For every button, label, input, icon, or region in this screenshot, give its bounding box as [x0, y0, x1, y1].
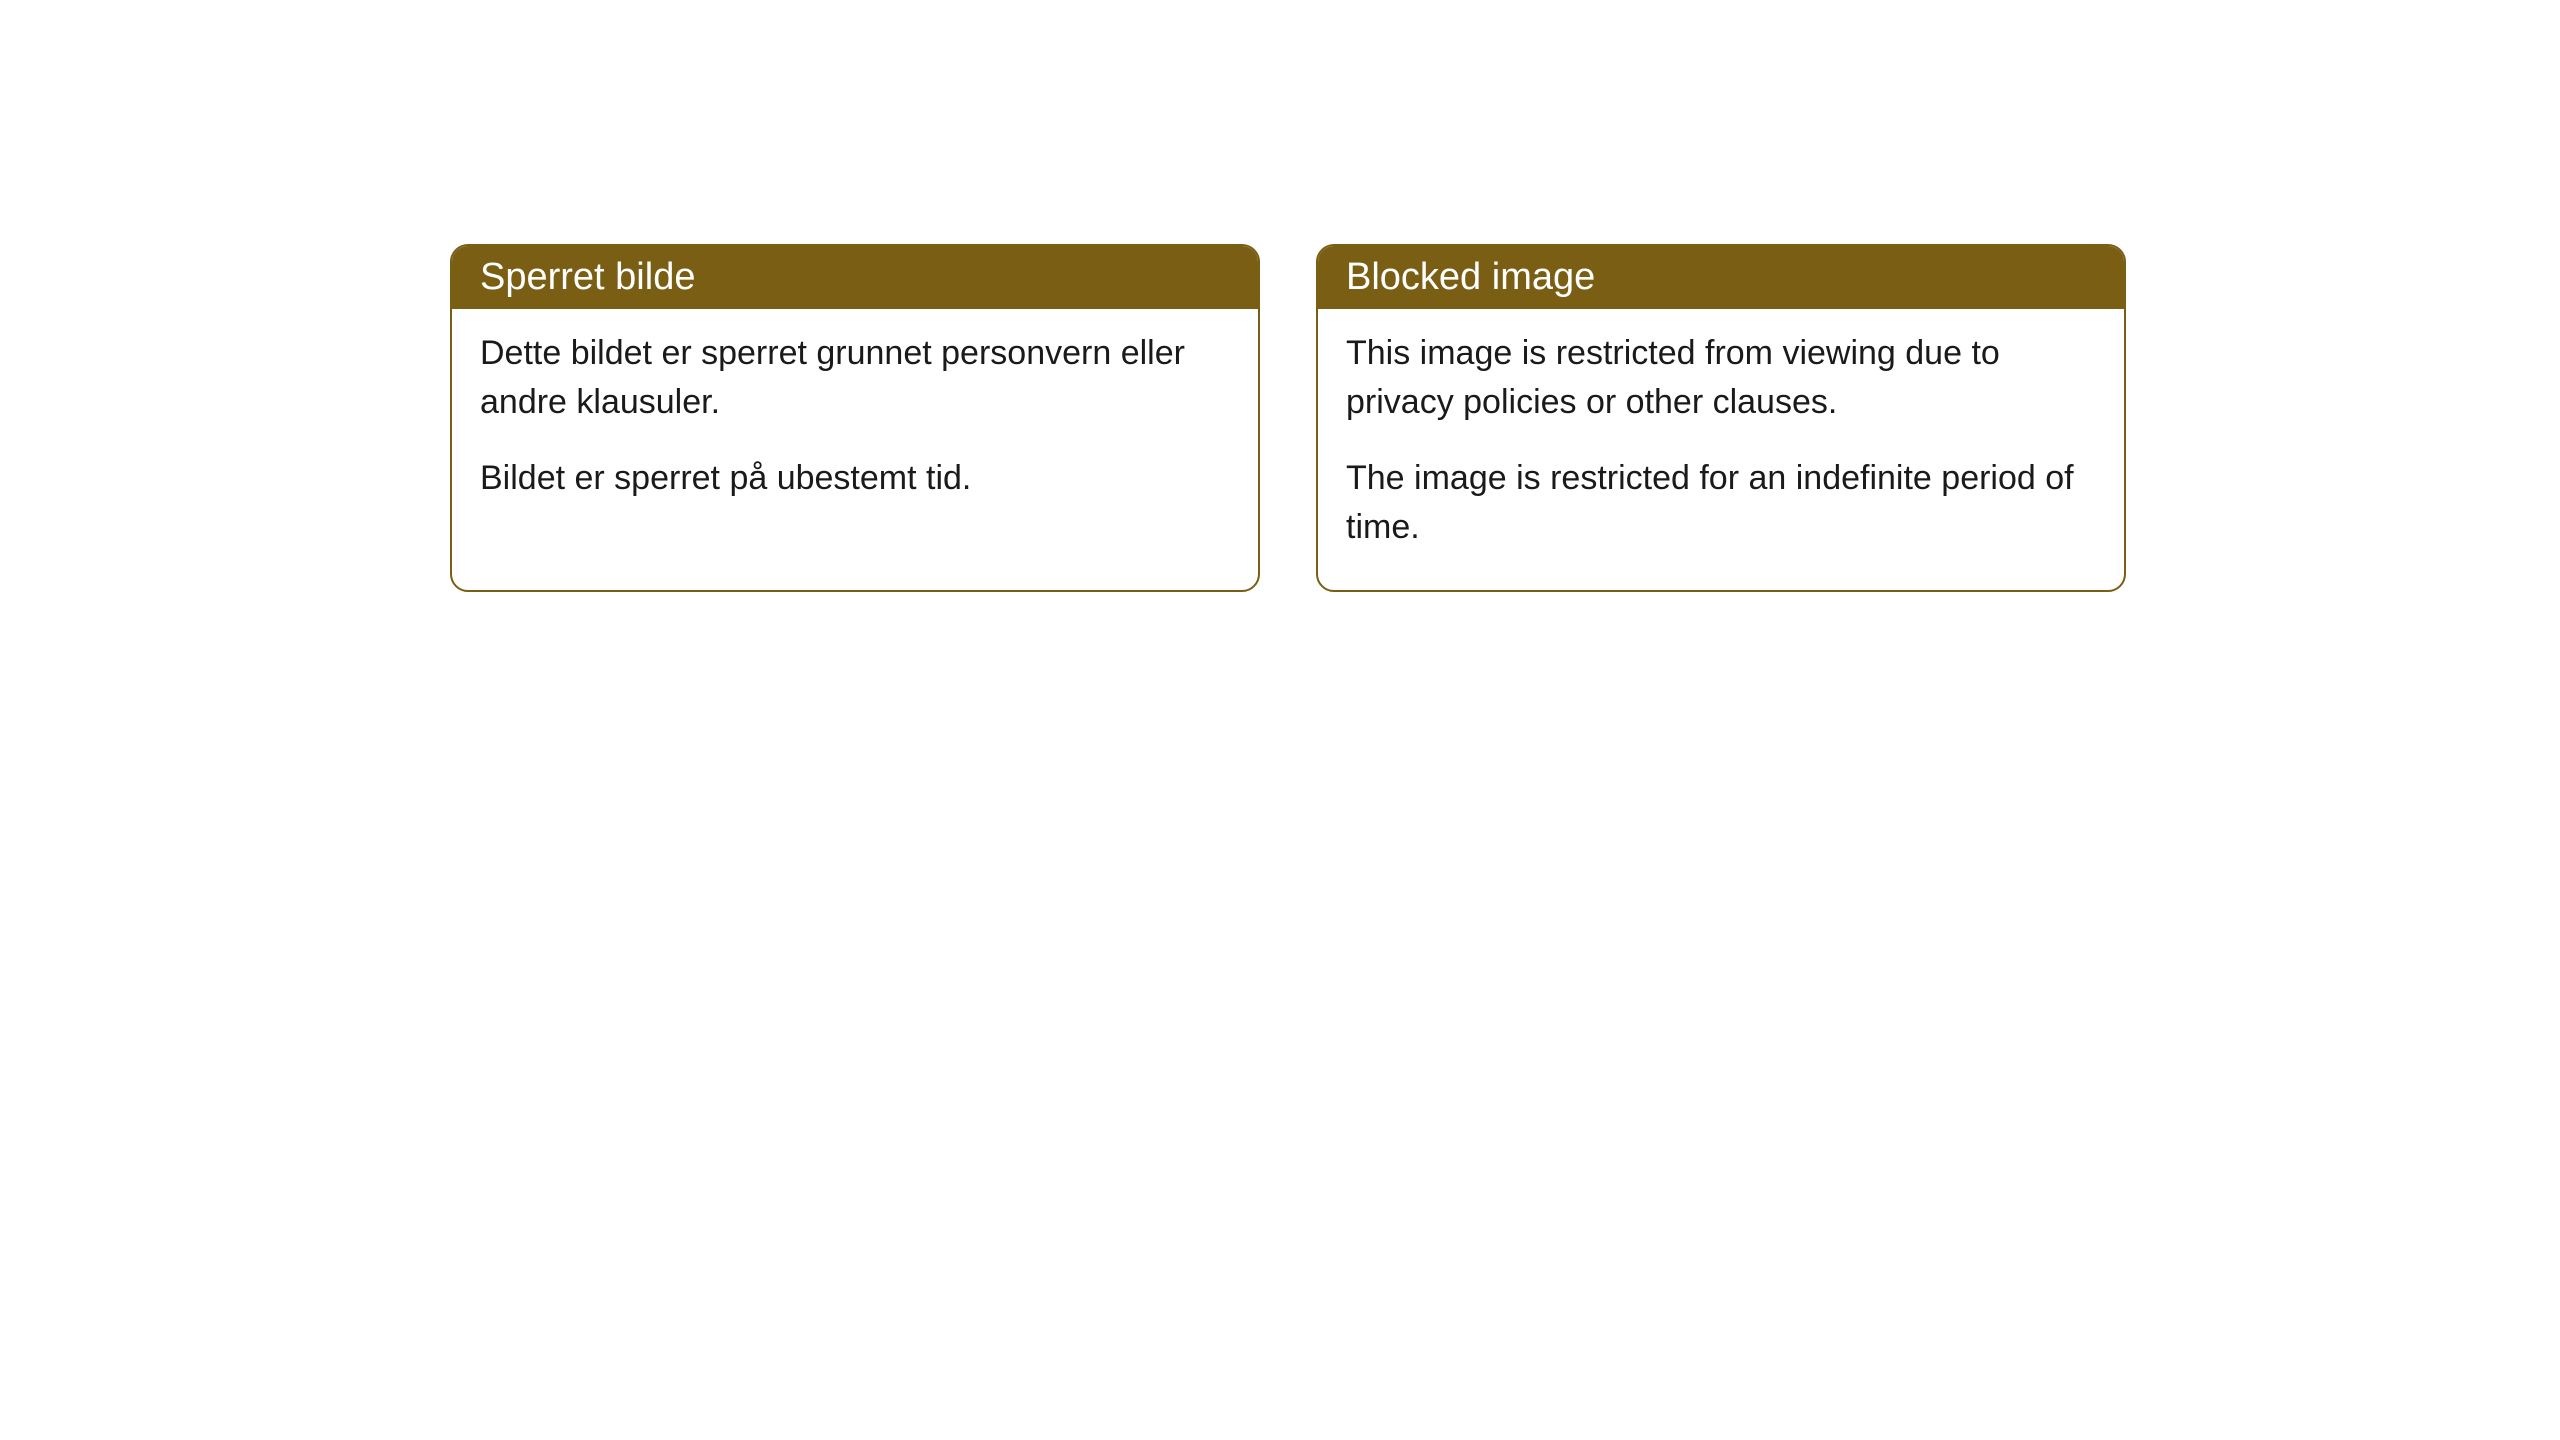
card-norwegian: Sperret bilde Dette bildet er sperret gr… — [450, 244, 1260, 592]
card-header-norwegian: Sperret bilde — [452, 246, 1258, 309]
card-title: Sperret bilde — [480, 256, 695, 298]
card-paragraph: The image is restricted for an indefinit… — [1346, 454, 2096, 553]
card-paragraph: This image is restricted from viewing du… — [1346, 329, 2096, 428]
card-paragraph: Bildet er sperret på ubestemt tid. — [480, 454, 1230, 503]
card-body-english: This image is restricted from viewing du… — [1318, 309, 2124, 590]
card-title: Blocked image — [1346, 256, 1595, 298]
card-paragraph: Dette bildet er sperret grunnet personve… — [480, 329, 1230, 428]
card-english: Blocked image This image is restricted f… — [1316, 244, 2126, 592]
cards-container: Sperret bilde Dette bildet er sperret gr… — [450, 244, 2126, 592]
card-body-norwegian: Dette bildet er sperret grunnet personve… — [452, 309, 1258, 541]
card-header-english: Blocked image — [1318, 246, 2124, 309]
